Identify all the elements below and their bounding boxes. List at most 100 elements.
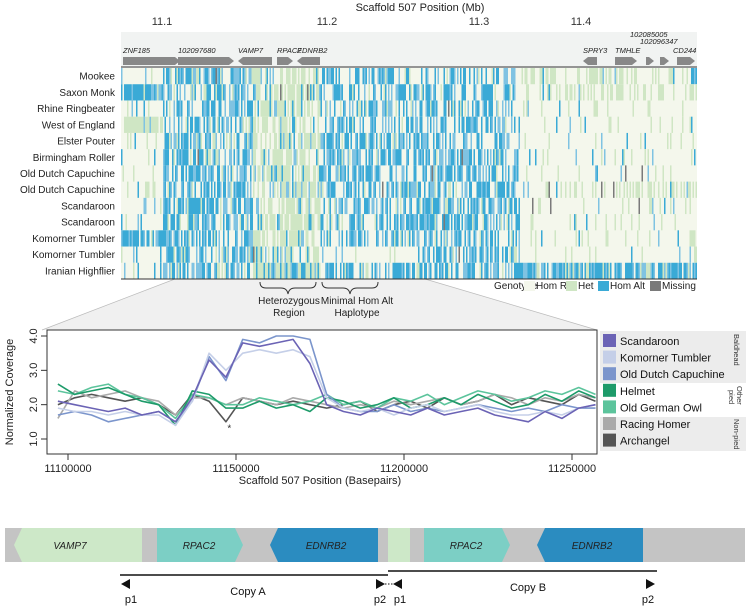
coverage-line-komorner-tumbler (57, 348, 596, 427)
legend-swatch (603, 417, 616, 430)
min-haplotype-label: Minimal Hom Alt (321, 296, 393, 307)
gene-arrow (297, 57, 320, 65)
breed-row-label: Old Dutch Capuchine (20, 169, 115, 180)
gene-arrow (677, 57, 695, 65)
y-tick-label: 1.0 (28, 431, 40, 446)
genotype-swatch (650, 281, 661, 291)
legend-swatch (603, 383, 616, 397)
zoom-line-right (424, 278, 598, 331)
legend-label: Komorner Tumbler (620, 353, 711, 365)
zoom-connector (42, 279, 597, 330)
gene-label: CD244 (673, 46, 696, 55)
breed-row-label: Birmingham Roller (33, 153, 116, 164)
breed-row-label: Komorner Tumbler (32, 250, 115, 261)
copy-a-label: Copy A (230, 586, 266, 598)
genotype-legend: Genotype Hom Ref Het Hom Alt Missing (494, 281, 696, 292)
y-tick-label: 3.0 (28, 363, 40, 378)
gene-label: VAMP7 (238, 46, 264, 55)
top-tick-label: 11.2 (317, 16, 338, 28)
x-tick-label: 11100000 (44, 463, 91, 475)
gene-label: 102096347 (640, 37, 678, 46)
zoom-line-left (41, 278, 176, 331)
primer-p1-b: p1 (394, 594, 406, 606)
primer-p1-a: p1 (125, 594, 137, 606)
legend-swatch (603, 400, 616, 414)
primer-p1-b-arrow (393, 579, 402, 589)
legend-label: Racing Homer (620, 419, 691, 431)
primer-p1-a-arrow (121, 579, 130, 589)
min-haplotype-bracket (321, 281, 379, 295)
legend-label: Scandaroon (620, 336, 679, 348)
gene-arrow (178, 57, 234, 65)
genotype-swatch (598, 281, 609, 291)
gene-arrow (646, 57, 654, 65)
vamp7-gene (14, 528, 142, 562)
x-tick-label: 11250000 (548, 463, 596, 475)
gene-label: 102097680 (178, 46, 216, 55)
gene-label: RPAC2 (277, 46, 302, 55)
genotype-legend-label: Hom Alt (610, 281, 645, 292)
gene-arrow (123, 57, 180, 65)
breed-row-label: Rhine Ringbeater (37, 104, 115, 115)
y-axis-label: Normalized Coverage (4, 339, 16, 445)
x-tick-label: 11150000 (212, 463, 259, 475)
legend-swatch (603, 350, 616, 364)
gene-label: SPRY3 (583, 46, 608, 55)
breed-row-label: Mookee (79, 72, 115, 83)
het-region-bracket (259, 281, 317, 295)
x-tick-label: 11200000 (380, 463, 428, 475)
ednrb2-label-a: EDNRB2 (306, 541, 347, 552)
coverage-legend: Baldhead Other pied Non-pied Scandaroon K… (600, 331, 746, 451)
y-tick-label: 4.0 (28, 328, 40, 343)
primer-p2-a: p2 (374, 594, 386, 606)
significance-asterisk: * (227, 424, 231, 435)
copy-b-label: Copy B (510, 582, 546, 594)
legend-swatch (603, 334, 616, 347)
genotype-legend-label: Het (578, 281, 594, 292)
breed-row-label: Komorner Tumbler (32, 234, 115, 245)
genotype-legend-label: Hom Ref (536, 281, 576, 292)
primer-p2-b-arrow (646, 579, 655, 589)
gene-label: ZNF185 (122, 46, 151, 55)
breed-row-label: West of England (42, 120, 115, 131)
legend-label: Archangel (620, 436, 670, 448)
genotype-heatmap (121, 68, 697, 279)
min-haplotype-label-2: Haplotype (334, 308, 379, 319)
rpac2-label-a: RPAC2 (183, 541, 216, 552)
legend-group-non-pied: Non-pied (732, 419, 741, 449)
legend-label: Old German Owl (620, 402, 702, 414)
x-axis-label: Scaffold 507 Position (Basepairs) (239, 475, 401, 487)
genotype-legend-title: Genotype (494, 281, 538, 292)
breed-row-label: Scandaroon (61, 218, 115, 229)
breed-row-label: Old Dutch Capuchine (20, 185, 115, 196)
top-tick-label: 11.4 (571, 16, 592, 28)
gene-arrow (583, 57, 597, 65)
gene-arrow (238, 57, 272, 65)
rpac2-label-b: RPAC2 (450, 541, 483, 552)
breed-row-label: Iranian Highflier (45, 266, 116, 277)
breed-row-label: Elster Pouter (57, 137, 115, 148)
top-axis-title: Scaffold 507 Position (Mb) (356, 2, 485, 14)
vamp7-fragment (388, 528, 410, 562)
rpac2-gene-copy-b (424, 528, 510, 562)
legend-group-other: Other (735, 386, 744, 405)
top-tick-label: 11.3 (469, 16, 490, 28)
legend-group-baldhead: Baldhead (732, 334, 741, 366)
het-region-label: Heterozygous (258, 296, 320, 307)
genotype-swatch (524, 281, 535, 291)
ednrb2-label-b: EDNRB2 (572, 541, 613, 552)
gene-label: TMHLE (615, 46, 641, 55)
legend-group-pied: pied (727, 390, 736, 404)
gene-arrow (660, 57, 669, 65)
ednrb2-gene-copy-a (270, 528, 378, 562)
coverage-line-scandaroon (57, 338, 596, 423)
rpac2-gene-copy-a (157, 528, 243, 562)
breed-row-label: Scandaroon (61, 201, 115, 212)
breed-labels: Mookee Saxon Monk Rhine Ringbeater West of … (20, 72, 116, 278)
het-region-label-2: Region (273, 308, 305, 319)
legend-swatch (603, 367, 616, 381)
legend-label: Helmet (620, 386, 655, 398)
legend-label: Old Dutch Capuchine (620, 369, 725, 381)
